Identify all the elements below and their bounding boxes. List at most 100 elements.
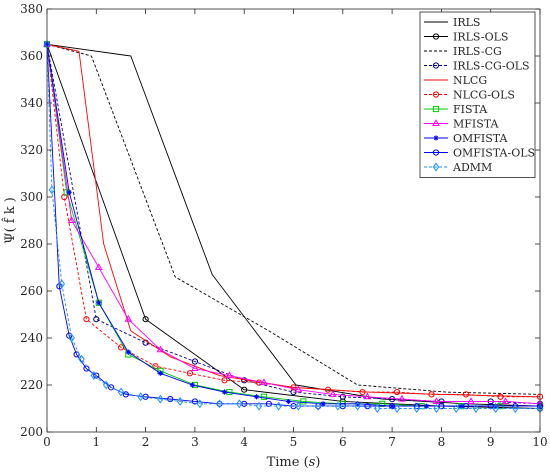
x-axis-label-part: ) [315,455,320,470]
data-point-admm [216,399,223,409]
data-point-fista [260,393,268,400]
legend-item-irls-cg-ols: IRLS-CG-OLS [424,60,530,73]
data-point-omfista-ols [265,400,272,407]
data-point-nlcg-ols [393,388,401,396]
y-axis-label: Ψ( f̂ k ) [1,197,18,244]
legend-label-admm: ADMM [452,161,492,174]
y-tick-label: 260 [20,284,43,298]
data-point-admm [176,396,184,406]
data-point-omfista-ols [167,396,174,403]
data-point-omfista-ols [413,403,420,410]
legend-item-mfista: MFISTA [424,118,500,131]
x-tick-label: 7 [388,435,396,449]
data-point-fista [300,398,307,405]
legend-item-admm: ADMM [424,161,492,174]
data-point-admm [58,279,66,289]
y-tick-label: 280 [20,237,43,251]
data-point-nlcg-ols [186,370,194,377]
data-point-admm [374,404,381,413]
data-point-admm [236,399,243,409]
legend-label-irls-cg: IRLS-CG [453,45,502,58]
legend-label-fista: FISTA [453,103,488,116]
data-point-mfista [501,397,510,404]
legend-label-omfista: OMFISTA [453,132,509,145]
data-point-mfista [94,263,103,270]
x-tick-label: 0 [43,435,51,449]
legend-item-irls-ols: IRLS-OLS [424,31,508,44]
legend-marker-omfista [433,135,439,141]
data-point-mfista [363,392,372,400]
data-point-mfista [156,345,165,353]
x-tick-label: 5 [290,435,298,449]
data-point-admm [472,404,480,413]
legend-marker-irls-ols [432,33,440,40]
y-tick-label: 220 [20,378,43,392]
data-point-nlcg-ols [324,386,332,393]
y-tick-label: 320 [20,143,43,157]
series-line-irls-cg-ols [46,44,541,405]
data-point-omfista [285,398,292,405]
data-point-admm [90,371,98,381]
data-point-admm [68,333,75,343]
data-point-nlcg-ols [83,316,90,323]
data-point-admm [334,401,342,411]
data-point-irls-cg-ols [93,316,100,323]
data-point-admm [314,401,322,411]
y-tick-label: 360 [20,49,43,63]
legend-marker-admm [432,162,440,172]
legend-label-nlcg: NLCG [453,74,487,87]
legend-label-omfista-ols: OMFISTA-OLS [453,147,535,160]
data-point-irls-ols [142,316,149,323]
x-tick-label: 1 [92,435,100,449]
legend-label-irls-cg-ols: IRLS-CG-OLS [453,60,530,73]
data-point-mfista [294,385,303,393]
data-point-admm [78,354,85,364]
data-point-mfista [467,397,475,404]
series-line-nlcg-ols [46,44,540,398]
data-point-admm [512,404,519,413]
data-point-irls-cg-ols [389,396,396,403]
data-point-nlcg-ols [428,391,435,398]
data-point-mfista [329,390,337,397]
data-point-irls-ols [241,386,248,393]
data-point-omfista [66,189,72,195]
legend-label-nlcg-ols: NLCG-OLS [453,89,515,102]
series-line-irls-cg [46,43,541,395]
data-point-omfista-ols [107,384,115,391]
data-point-nlcg-ols [359,388,366,396]
data-point-admm [413,404,420,413]
legend-item-nlcg-ols: NLCG-OLS [424,89,515,102]
legend-item-omfista: OMFISTA [424,132,509,145]
data-point-omfista [189,382,196,388]
data-point-mfista [432,397,441,404]
series-line-admm [46,44,540,409]
data-point-omfista-ols [93,372,100,379]
x-tick-label: 2 [142,435,150,449]
legend-label-mfista: MFISTA [453,118,500,131]
x-axis-label-part: s [309,455,316,470]
data-point-mfista [124,314,133,322]
legend-marker-irls-cg-ols [432,62,440,69]
data-point-admm [433,404,440,413]
legend-item-nlcg: NLCG [424,74,487,87]
data-point-nlcg-ols [290,384,297,391]
data-point-omfista [354,401,361,407]
y-tick-label: 240 [20,331,43,345]
data-point-nlcg-ols [117,344,125,351]
data-point-admm [452,404,460,413]
x-tick-label: 3 [191,435,199,449]
legend-item-fista: FISTA [424,103,488,116]
data-point-omfista [125,349,131,355]
x-tick-label: 9 [487,435,495,449]
legend-marker-mfista [432,119,440,126]
data-point-admm [137,392,144,402]
data-point-omfista [96,300,102,306]
ticks-layer: 0 1 2 3 4 5 6 7 8 9 10 200 220 240 260 280 300 320 340 360 3… [20,2,548,449]
series-line-mfista [46,44,541,405]
data-point-omfista [253,394,260,400]
data-point-mfista [67,216,76,223]
legend-marker-nlcg-ols [432,91,440,98]
x-tick-label: 4 [240,435,248,449]
